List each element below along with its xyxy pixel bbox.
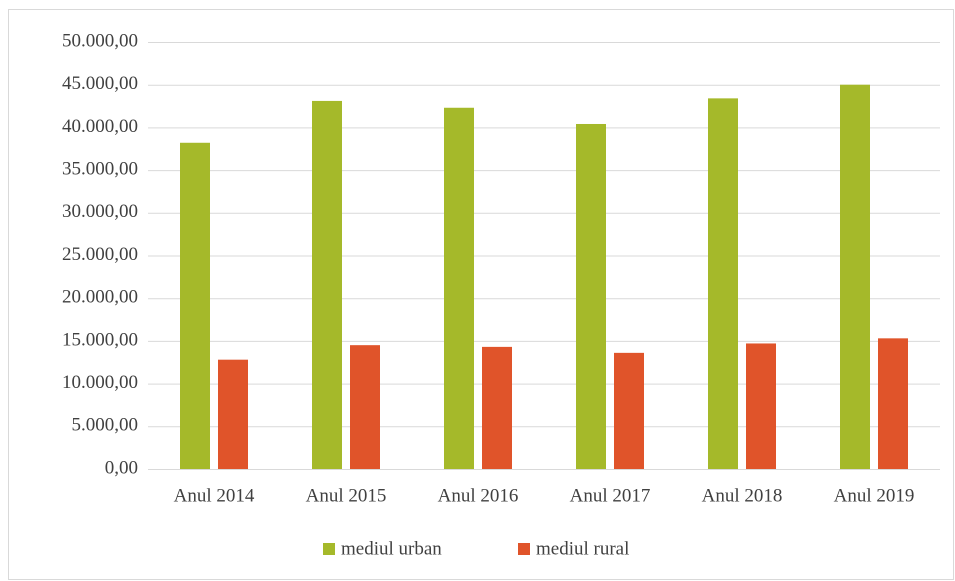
x-tick-label: Anul 2017 — [570, 485, 651, 506]
y-tick-label: 5.000,00 — [72, 415, 139, 436]
y-tick-label: 50.000,00 — [62, 30, 138, 51]
x-tick-label: Anul 2016 — [438, 485, 519, 506]
y-tick-label: 20.000,00 — [62, 287, 138, 308]
y-tick-label: 25.000,00 — [62, 244, 138, 265]
bar — [878, 338, 908, 469]
legend-swatch — [518, 543, 530, 555]
x-tick-label: Anul 2018 — [702, 485, 783, 506]
bar — [708, 98, 738, 469]
y-tick-label: 40.000,00 — [62, 116, 138, 137]
bar — [312, 100, 342, 470]
y-tick-label: 35.000,00 — [62, 158, 138, 179]
y-tick-label: 15.000,00 — [62, 329, 138, 350]
legend-label: mediul urban — [341, 538, 442, 559]
x-tick-label: Anul 2015 — [306, 485, 387, 506]
bar — [482, 346, 512, 469]
x-tick-label: Anul 2019 — [834, 485, 915, 506]
chart-frame — [8, 9, 954, 580]
bar — [350, 345, 380, 469]
bar — [576, 123, 606, 469]
y-tick-label: 0,00 — [105, 457, 138, 478]
y-tick-label: 45.000,00 — [62, 73, 138, 94]
bar — [180, 142, 210, 469]
bar — [614, 352, 644, 469]
legend-swatch — [323, 543, 335, 555]
bar — [444, 107, 474, 470]
legend-label: mediul rural — [536, 538, 629, 559]
bar — [746, 343, 776, 469]
x-tick-label: Anul 2014 — [174, 485, 255, 506]
bar — [840, 84, 870, 469]
y-tick-label: 10.000,00 — [62, 372, 138, 393]
y-tick-label: 30.000,00 — [62, 201, 138, 222]
bar — [218, 359, 248, 469]
